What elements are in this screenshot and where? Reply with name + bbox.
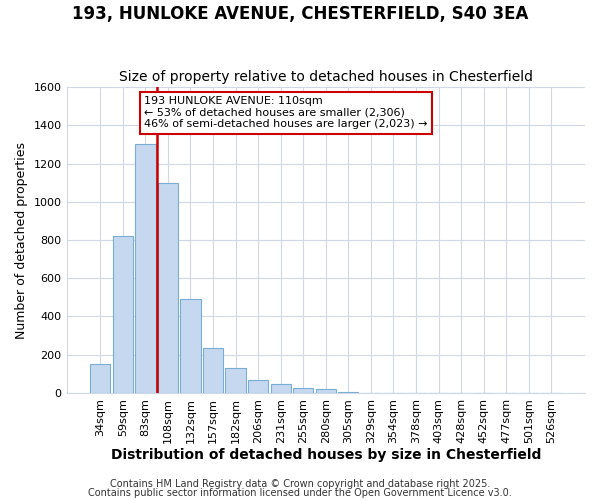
Text: Contains public sector information licensed under the Open Government Licence v3: Contains public sector information licen… <box>88 488 512 498</box>
Bar <box>203 348 223 393</box>
Bar <box>271 384 291 393</box>
Bar <box>293 388 313 393</box>
Bar <box>226 368 246 393</box>
Text: 193, HUNLOKE AVENUE, CHESTERFIELD, S40 3EA: 193, HUNLOKE AVENUE, CHESTERFIELD, S40 3… <box>72 5 528 23</box>
Bar <box>158 182 178 393</box>
Title: Size of property relative to detached houses in Chesterfield: Size of property relative to detached ho… <box>119 70 533 85</box>
Text: 193 HUNLOKE AVENUE: 110sqm
← 53% of detached houses are smaller (2,306)
46% of s: 193 HUNLOKE AVENUE: 110sqm ← 53% of deta… <box>145 96 428 130</box>
Bar <box>113 236 133 393</box>
X-axis label: Distribution of detached houses by size in Chesterfield: Distribution of detached houses by size … <box>110 448 541 462</box>
Bar <box>338 392 358 393</box>
Bar <box>90 364 110 393</box>
Bar <box>135 144 155 393</box>
Bar <box>181 300 200 393</box>
Text: Contains HM Land Registry data © Crown copyright and database right 2025.: Contains HM Land Registry data © Crown c… <box>110 479 490 489</box>
Y-axis label: Number of detached properties: Number of detached properties <box>15 142 28 338</box>
Bar <box>248 380 268 393</box>
Bar <box>316 389 336 393</box>
